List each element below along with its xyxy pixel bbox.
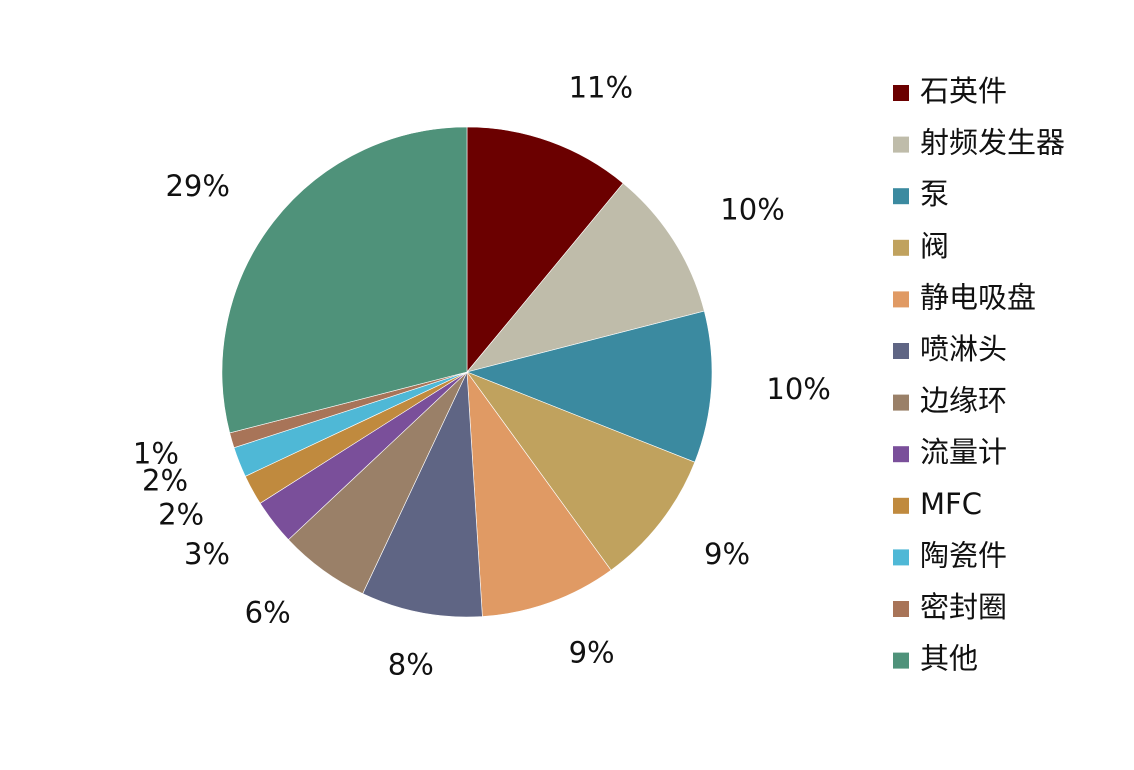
- legend-label: 喷淋头: [920, 332, 1007, 366]
- data-label: 6%: [245, 596, 291, 630]
- legend-swatch: [893, 85, 909, 101]
- legend-label: 射频发生器: [920, 126, 1065, 160]
- legend-label: 流量计: [920, 435, 1007, 469]
- legend-label: 泵: [920, 177, 949, 211]
- legend-label: 密封圈: [920, 590, 1007, 624]
- data-label: 11%: [569, 71, 633, 105]
- legend-swatch: [893, 343, 909, 359]
- legend-label: 静电吸盘: [920, 280, 1036, 314]
- pie-slice: [466, 310, 713, 463]
- legend-swatch: [893, 136, 909, 153]
- pie-slice: [466, 370, 612, 617]
- data-label: 3%: [184, 537, 230, 571]
- legend-label: 阀: [920, 229, 949, 263]
- legend-swatch: [893, 239, 909, 256]
- pie-slice: [466, 126, 624, 373]
- pie-slice: [362, 371, 483, 618]
- legend-swatch: [893, 446, 909, 463]
- legend-swatch: [893, 601, 909, 617]
- legend-label: 边缘环: [920, 384, 1007, 418]
- data-label: 2%: [142, 463, 188, 497]
- legend-swatch: [893, 652, 909, 669]
- pie-slice: [466, 371, 696, 571]
- data-label: 1%: [133, 437, 179, 471]
- legend-swatch: [893, 394, 909, 411]
- legend-label: 陶瓷件: [920, 538, 1007, 572]
- data-label: 9%: [704, 537, 750, 571]
- legend-swatch: [893, 188, 909, 205]
- legend-label: MFC: [920, 487, 982, 521]
- pie-slice: [221, 126, 468, 434]
- data-label: 10%: [720, 192, 784, 226]
- data-label: 29%: [165, 169, 229, 203]
- legend-label: 其他: [920, 642, 978, 676]
- data-label: 9%: [569, 635, 615, 669]
- legend-label: 石英件: [920, 74, 1007, 108]
- data-label: 2%: [158, 498, 204, 532]
- data-label: 8%: [388, 648, 434, 682]
- legend-swatch: [893, 549, 909, 566]
- data-label: 10%: [766, 372, 830, 406]
- pie-slice: [466, 182, 705, 373]
- legend-swatch: [893, 497, 909, 514]
- legend-swatch: [893, 291, 909, 308]
